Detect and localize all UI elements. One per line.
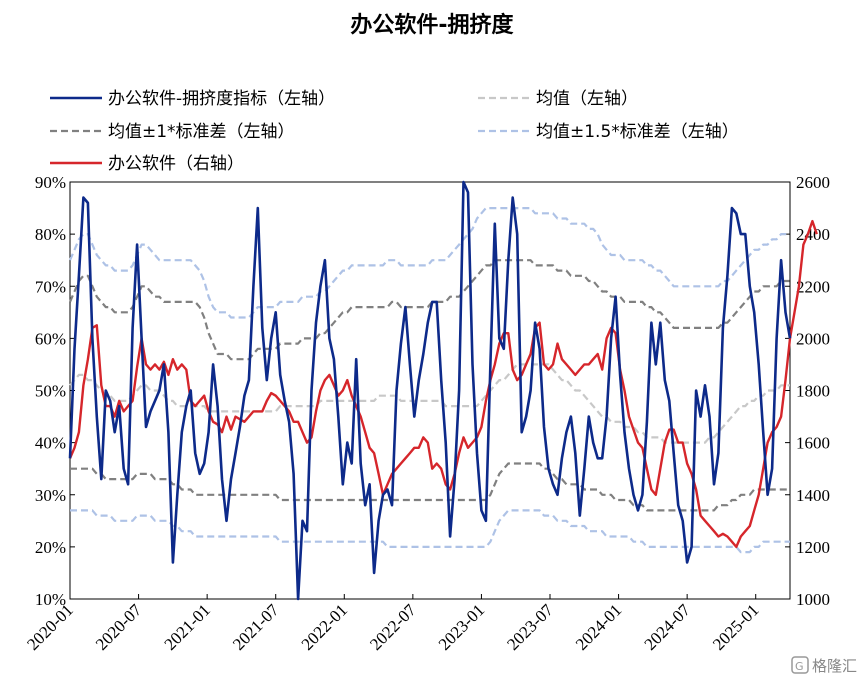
y-right-tick-label: 2400 [796,225,830,244]
watermark-text: 格隆汇 [812,657,857,675]
watermark-logo-letter: G [795,660,804,673]
legend-label: 均值±1*标准差（左轴） [108,122,295,142]
legend-label: 均值±1.5*标准差（左轴） [536,122,739,142]
series-line-3 [68,259,790,361]
y-right-tick-label: 1600 [796,434,830,453]
y-left-tick-label: 60% [35,329,66,348]
x-tick-label: 2024-07 [640,600,694,654]
x-tick-label: 2025-01 [709,600,763,654]
watermark: G 格隆汇 [791,656,857,675]
y-right-tick-label: 2000 [796,329,830,348]
x-tick-label: 2021-01 [160,600,214,654]
y-right-tick-label: 1400 [796,486,830,505]
x-tick-label: 2022-01 [298,600,352,654]
series-line-5 [68,207,790,319]
series-line-4 [70,509,790,554]
y-right-tick-label: 1000 [796,590,830,609]
x-tick-label: 2020-07 [92,600,146,654]
y-left-tick-label: 50% [35,382,66,401]
y-right-tick-label: 1800 [796,382,830,401]
x-tick-label: 2022-07 [366,600,420,654]
y-left-tick-label: 40% [35,434,66,453]
legend-label: 办公软件-拥挤度指标（左轴） [108,89,335,109]
watermark-logo-icon [791,656,809,674]
plot-frame [69,181,791,600]
legend-label: 均值（左轴） [536,89,638,109]
y-right-tick-label: 2600 [796,173,830,192]
legend-label: 办公软件（右轴） [108,154,244,174]
series-line-2 [70,462,790,512]
x-tick-label: 2021-07 [229,600,283,654]
y-right-tick-label: 1200 [796,538,830,557]
y-left-tick-label: 70% [35,277,66,296]
y-right-tick-label: 2200 [796,277,830,296]
y-left-tick-label: 20% [35,538,66,557]
x-tick-label: 2024-01 [572,600,626,654]
x-tick-label: 2023-01 [435,600,489,654]
y-left-tick-label: 30% [35,486,66,505]
y-left-tick-label: 80% [35,225,66,244]
y-left-tick-label: 10% [35,590,66,609]
series-line-0 [68,180,792,601]
legend: 办公软件-拥挤度指标（左轴） 均值（左轴） 均值±1*标准差（左轴） 均值±1.5*标… [50,89,739,174]
chart-title: 办公软件-拥挤度 [350,12,514,38]
series-lines [68,180,818,601]
y-left-tick-label: 90% [35,173,66,192]
series-line-6 [68,219,818,549]
series-line-1 [69,363,790,444]
x-tick-label: 2023-07 [503,600,557,654]
